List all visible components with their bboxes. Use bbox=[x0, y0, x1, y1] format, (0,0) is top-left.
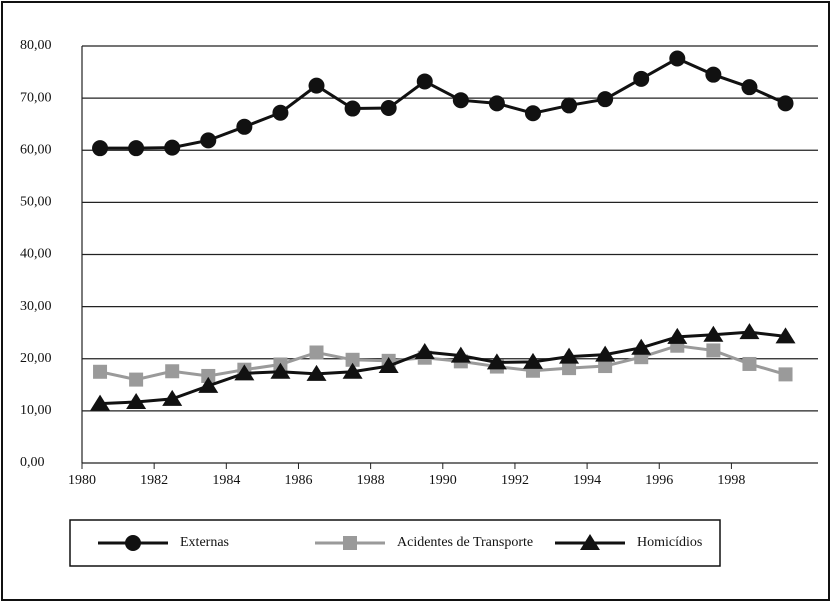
point bbox=[703, 325, 724, 342]
x-tick-label: 1998 bbox=[717, 473, 745, 488]
point bbox=[93, 364, 108, 379]
y-tick-label: 60,00 bbox=[20, 142, 52, 157]
point bbox=[524, 105, 541, 122]
point bbox=[633, 70, 650, 87]
point bbox=[522, 352, 543, 369]
x-tick-label: 1992 bbox=[501, 473, 529, 488]
point bbox=[201, 368, 216, 383]
x-tick-label: 1984 bbox=[212, 473, 240, 488]
legend-marker bbox=[343, 536, 357, 550]
point bbox=[414, 342, 435, 359]
point bbox=[234, 364, 255, 381]
point bbox=[669, 50, 686, 67]
point bbox=[162, 389, 183, 406]
point bbox=[272, 104, 289, 121]
y-tick-label: 50,00 bbox=[20, 195, 52, 210]
point bbox=[775, 327, 796, 344]
x-tick-label: 1980 bbox=[68, 473, 96, 488]
point bbox=[741, 79, 758, 96]
point bbox=[597, 91, 614, 108]
y-tick-label: 0,00 bbox=[20, 455, 45, 470]
y-tick-label: 80,00 bbox=[20, 38, 52, 53]
legend-marker bbox=[580, 534, 600, 550]
point bbox=[562, 361, 577, 376]
x-tick-label: 1986 bbox=[284, 473, 312, 488]
point bbox=[706, 343, 721, 358]
point bbox=[165, 364, 180, 379]
point bbox=[126, 393, 147, 410]
point bbox=[342, 362, 363, 379]
point bbox=[631, 338, 652, 355]
point bbox=[90, 394, 111, 411]
legend-label: Externas bbox=[180, 535, 229, 550]
point bbox=[92, 140, 109, 157]
x-tick-label: 1990 bbox=[429, 473, 457, 488]
y-tick-label: 70,00 bbox=[20, 90, 52, 105]
point bbox=[598, 359, 613, 374]
x-tick-label: 1996 bbox=[645, 473, 673, 488]
y-tick-label: 30,00 bbox=[20, 299, 52, 314]
legend-marker bbox=[125, 535, 141, 551]
point bbox=[488, 95, 505, 112]
point bbox=[416, 73, 433, 90]
point bbox=[309, 345, 324, 360]
x-tick-label: 1988 bbox=[357, 473, 385, 488]
point bbox=[595, 345, 616, 362]
point bbox=[777, 95, 794, 112]
point bbox=[200, 132, 217, 149]
point bbox=[128, 140, 145, 157]
point bbox=[344, 100, 361, 117]
point bbox=[705, 66, 722, 83]
point bbox=[561, 97, 578, 114]
point bbox=[486, 353, 507, 370]
point bbox=[164, 139, 181, 156]
legend-label: Acidentes de Transporte bbox=[397, 535, 533, 550]
point bbox=[345, 352, 360, 367]
point bbox=[378, 357, 399, 374]
point bbox=[129, 372, 144, 387]
legend-box bbox=[69, 519, 721, 567]
point bbox=[667, 327, 688, 344]
y-tick-label: 10,00 bbox=[20, 403, 52, 418]
x-tick-label: 1994 bbox=[573, 473, 601, 488]
point bbox=[198, 376, 219, 393]
point bbox=[308, 77, 325, 94]
point bbox=[739, 323, 760, 340]
y-tick-label: 20,00 bbox=[20, 351, 52, 366]
point bbox=[452, 92, 469, 109]
point bbox=[450, 346, 471, 363]
point bbox=[559, 347, 580, 364]
point bbox=[778, 367, 793, 382]
legend-label: Homicídios bbox=[637, 535, 702, 550]
point bbox=[236, 118, 253, 135]
x-tick-label: 1982 bbox=[140, 473, 168, 488]
point bbox=[742, 356, 757, 371]
point bbox=[306, 364, 327, 381]
point bbox=[270, 362, 291, 379]
point bbox=[380, 100, 397, 117]
y-tick-label: 40,00 bbox=[20, 247, 52, 262]
